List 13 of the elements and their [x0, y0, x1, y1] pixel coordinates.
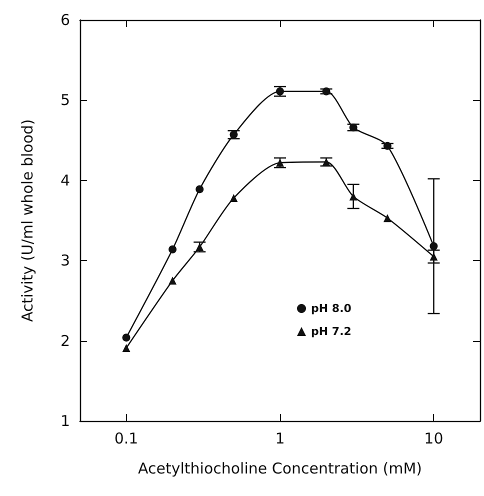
x-tick-label: 1 [275, 430, 285, 448]
x-tick-label: 0.1 [114, 430, 138, 448]
y-tick-label: 6 [60, 11, 70, 29]
x-axis-title: Acetylthiocholine Concentration (mM) [138, 460, 422, 478]
y-tick-label: 2 [60, 332, 70, 350]
y-tick-label: 5 [60, 91, 70, 110]
legend-label: pH 7.2 [311, 325, 352, 338]
y-tick-label: 1 [60, 412, 70, 430]
x-tick-label: 10 [424, 430, 444, 448]
y-tick-label: 3 [60, 252, 70, 270]
y-axis-title: Activity (U/ml whole blood) [18, 119, 36, 322]
y-tick-label: 4 [60, 171, 70, 190]
legend-label: pH 8.0 [311, 302, 352, 315]
